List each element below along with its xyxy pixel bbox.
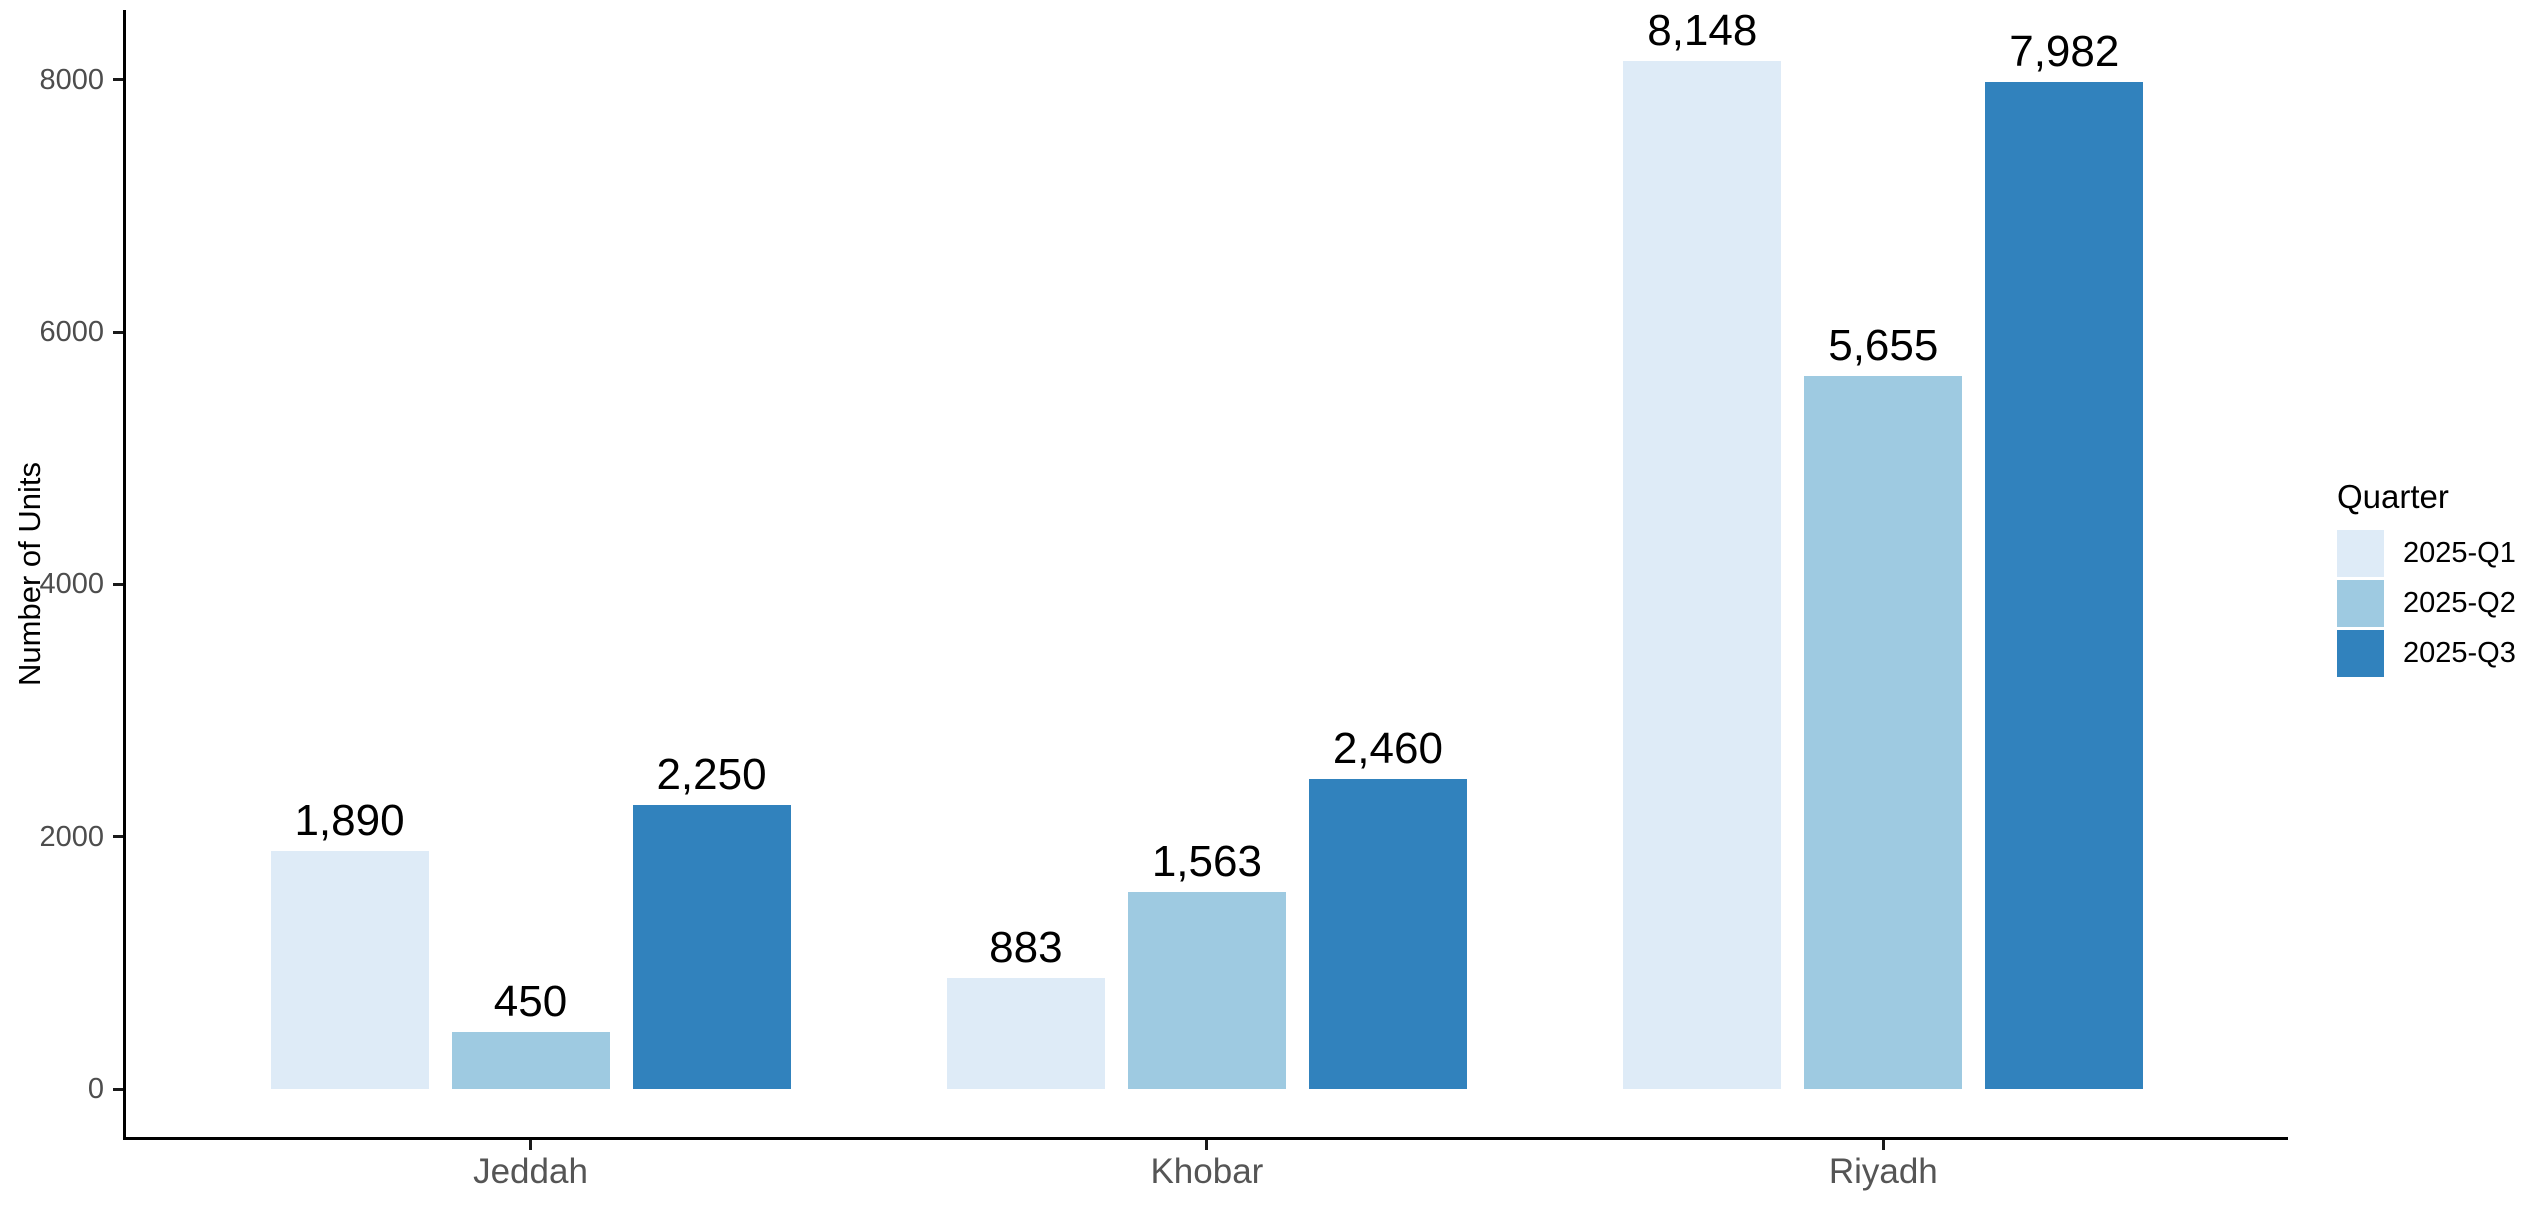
x-tick-label: Jeddah (473, 1152, 588, 1191)
bar-value-label: 883 (989, 922, 1063, 972)
y-tick-label: 4000 (39, 568, 104, 601)
x-axis-line (123, 1137, 2288, 1140)
bar-riyadh-2025-Q2 (1804, 375, 1963, 1089)
x-tick-mark (1205, 1140, 1209, 1150)
bar-value-label: 8,148 (1647, 6, 1758, 56)
legend-row: 2025-Q1 (2337, 530, 2516, 577)
legend-row: 2025-Q2 (2337, 580, 2516, 627)
y-tick-mark (113, 330, 123, 334)
legend-key-swatch (2337, 580, 2384, 627)
bar-riyadh-2025-Q3 (1985, 82, 2144, 1089)
legend-key-swatch (2337, 630, 2384, 677)
bar-value-label: 450 (493, 977, 568, 1027)
bar-khobar-2025-Q3 (1308, 778, 1467, 1089)
y-tick-label: 0 (87, 1073, 104, 1105)
legend-entry-label: 2025-Q2 (2403, 587, 2516, 619)
x-tick-mark (1881, 1140, 1885, 1150)
legend-title: Quarter (2337, 478, 2449, 515)
bar-jeddah-2025-Q2 (451, 1032, 610, 1089)
legend-rows: 2025-Q1 2025-Q2 2025-Q3 (2337, 530, 2516, 677)
bar-value-label: 1,890 (294, 795, 405, 845)
y-tick-label: 6000 (39, 316, 104, 349)
x-tick-label: Khobar (1150, 1152, 1264, 1191)
legend-entry-label: 2025-Q3 (2403, 637, 2516, 669)
y-tick-mark (113, 1087, 123, 1091)
y-axis-line (123, 10, 126, 1140)
y-tick-mark (113, 582, 123, 586)
bar-value-label: 5,655 (1828, 320, 1939, 370)
legend-entry-label: 2025-Q1 (2403, 537, 2516, 569)
legend-key-swatch (2337, 530, 2384, 577)
bar-khobar-2025-Q2 (1127, 891, 1286, 1089)
y-tick-mark (113, 835, 123, 839)
bar-value-label: 2,460 (1332, 723, 1443, 773)
legend: Quarter 2025-Q1 2025-Q2 2025-Q3 (2337, 478, 2516, 680)
bar-value-label: 7,982 (2009, 27, 2120, 77)
bar-value-label: 2,250 (656, 750, 767, 800)
y-tick-label: 8000 (39, 63, 104, 96)
y-tick-mark (113, 78, 123, 82)
bar-riyadh-2025-Q1 (1623, 61, 1782, 1089)
bar-jeddah-2025-Q1 (270, 850, 429, 1089)
bar-value-label: 1,563 (1151, 836, 1262, 886)
x-tick-mark (529, 1140, 532, 1150)
x-tick-label: Riyadh (1828, 1152, 1938, 1191)
bar-khobar-2025-Q1 (946, 977, 1105, 1089)
bar-jeddah-2025-Q3 (632, 805, 791, 1089)
y-tick-label: 2000 (39, 820, 104, 853)
legend-row: 2025-Q3 (2337, 630, 2516, 677)
